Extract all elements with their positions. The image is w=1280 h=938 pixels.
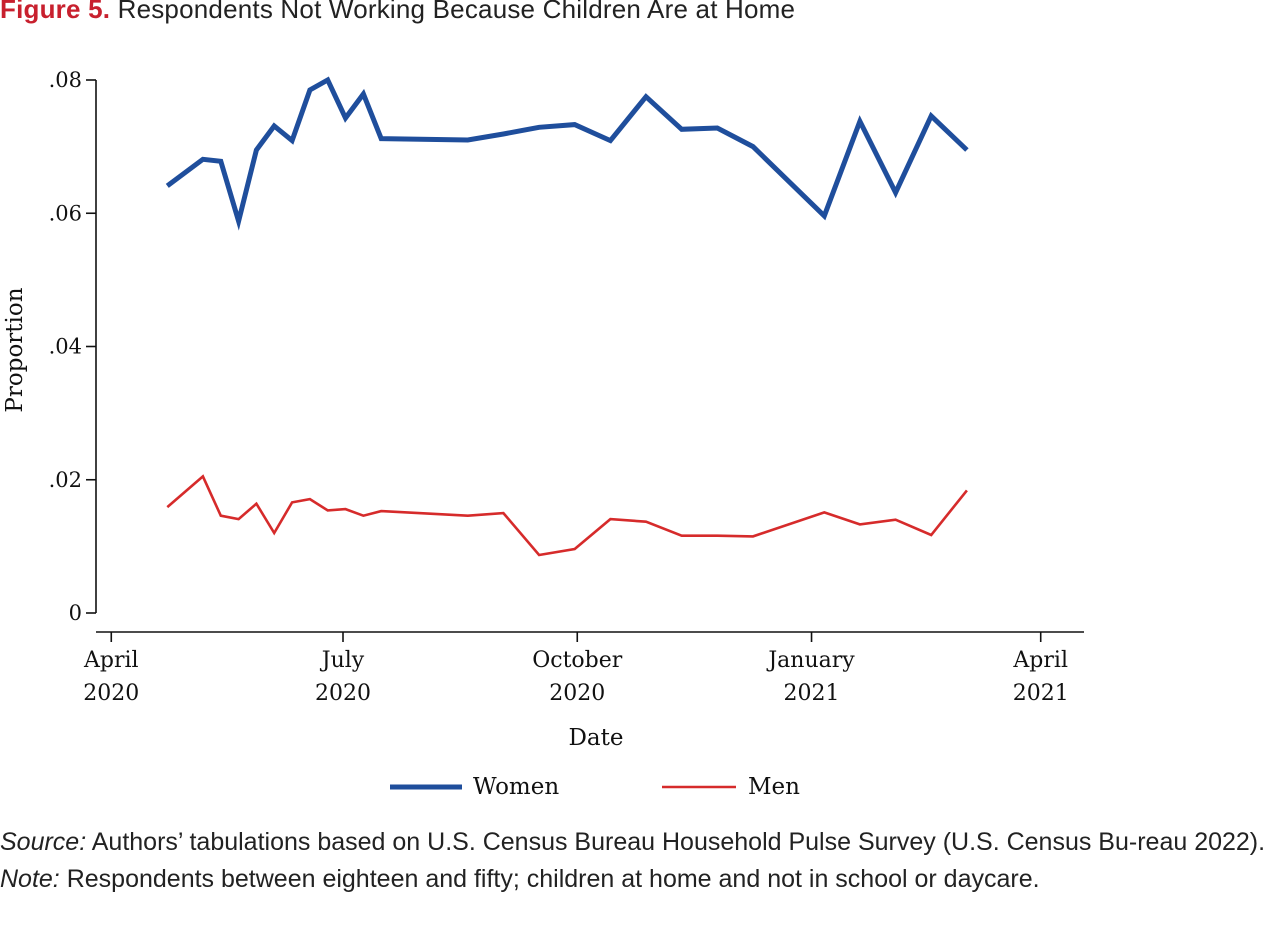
y-tick-label: .06 (49, 201, 82, 225)
legend-label-women: Women (473, 774, 559, 800)
series-layer (165, 76, 969, 557)
source-note: Source: Authors’ tabulations based on U.… (0, 824, 1278, 861)
figure-label: Figure 5. (0, 0, 111, 24)
y-tick-label: .02 (49, 468, 82, 492)
y-tick-label: 0 (69, 601, 82, 625)
legend-label-men: Men (748, 774, 800, 800)
figure-title-text: Respondents Not Working Because Children… (117, 0, 796, 24)
note-line: Note: Respondents between eighteen and f… (0, 861, 1278, 898)
x-tick-month-label: July (320, 648, 365, 673)
note-text: Respondents between eighteen and fifty; … (59, 865, 1040, 893)
y-tick-label: .04 (49, 335, 82, 359)
x-tick-month-label: April (83, 648, 139, 673)
figure-title: Figure 5. Respondents Not Working Becaus… (0, 0, 795, 25)
x-tick-year-label: 2021 (1013, 681, 1069, 706)
x-tick-year-label: 2021 (784, 681, 840, 706)
series-line-women (165, 76, 969, 231)
x-tick-month-label: January (766, 648, 855, 673)
x-tick-year-label: 2020 (83, 681, 139, 706)
figure-notes: Source: Authors’ tabulations based on U.… (0, 824, 1278, 898)
y-tick-label: .08 (49, 68, 82, 92)
y-axis: 0 .02 .04 .06 .08 (49, 68, 97, 625)
source-label: Source: (0, 828, 87, 856)
note-label: Note: (0, 865, 60, 893)
x-tick-month-label: April (1012, 648, 1068, 673)
x-tick-year-label: 2020 (549, 681, 605, 706)
x-tick-year-label: 2020 (315, 681, 371, 706)
source-text: Authors’ tabulations based on U.S. Censu… (86, 828, 1266, 856)
x-axis: April 2020 July 2020 October 2020 January 2021 A… (83, 631, 1084, 706)
legend: Women Men (390, 774, 800, 800)
y-axis-title: Proportion (2, 287, 28, 412)
x-tick-month-label: October (532, 648, 623, 673)
line-chart: 0 .02 .04 .06 .08 April 2020 July 2020 October 20… (2, 68, 1084, 800)
series-line-men (166, 474, 968, 557)
x-axis-title: Date (568, 725, 623, 751)
